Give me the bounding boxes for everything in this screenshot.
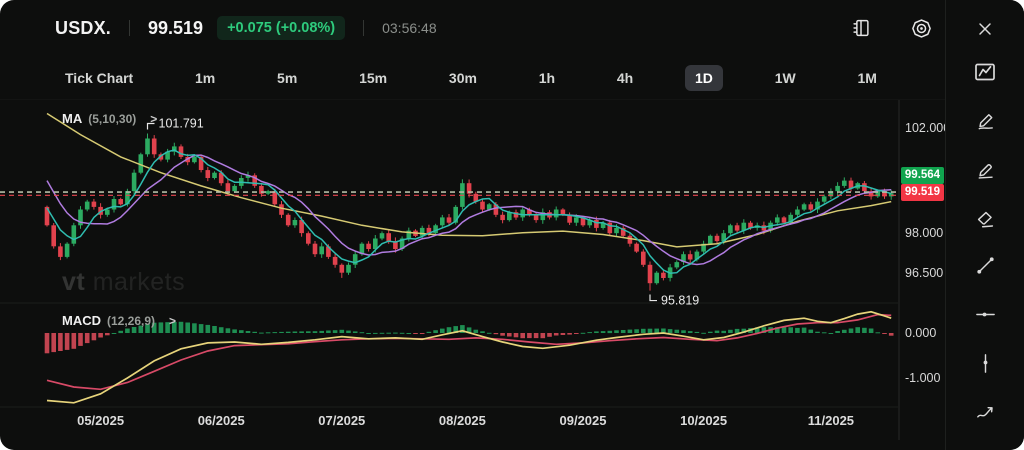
time-axis-label: 09/2025: [559, 413, 607, 428]
macd-axis-label: 0.000: [905, 326, 937, 340]
timeframe-tabs: Tick Chart 1m 5m 15m 30m 1h 4h 1D 1W 1M: [0, 56, 945, 100]
chart-area: 101.791 95.819 MA (5,10,30) > vt markets …: [0, 100, 950, 440]
bid-price-badge: 99.519: [901, 184, 944, 201]
ma5-line: [46, 149, 892, 274]
ma-lines: [46, 112, 892, 274]
ma-indicator-label[interactable]: MA (5,10,30) >: [62, 111, 157, 126]
candlestick-plot[interactable]: 101.791 95.819: [0, 100, 945, 440]
macd-lines: [46, 310, 892, 404]
timeframe-tab-1d[interactable]: 1D: [685, 64, 723, 91]
time-axis-label: 07/2025: [318, 413, 366, 428]
timeframe-tab-tick-chart[interactable]: Tick Chart: [65, 69, 134, 86]
vertical-line-icon[interactable]: [972, 352, 998, 375]
timeframe-tab-4h[interactable]: 4h: [616, 69, 634, 86]
ma-indicator-params: (5,10,30): [88, 111, 137, 126]
watermark-logo-text: vt: [62, 268, 86, 296]
ma10-line: [46, 154, 892, 266]
pencil-icon[interactable]: [972, 109, 998, 132]
timeframe-tab-1m[interactable]: 1m: [195, 69, 216, 86]
settings-gear-icon[interactable]: [909, 16, 933, 40]
drawing-toolbar: [945, 0, 1024, 450]
annotation-label: 101.791: [159, 116, 204, 130]
macd-indicator-params: (12,26,9): [107, 313, 156, 328]
time-axis-label: 08/2025: [438, 413, 486, 428]
close-icon[interactable]: [972, 19, 998, 39]
broker-watermark: vt markets: [62, 268, 185, 297]
time-axis-label: 05/2025: [77, 413, 125, 428]
macd-indicator-name: MACD: [62, 313, 101, 328]
price-axis-label: 98.000: [905, 226, 944, 241]
chevron-right-icon[interactable]: >: [169, 313, 177, 328]
timeframe-tab-1w[interactable]: 1W: [774, 69, 796, 86]
price-annotations: 101.791 95.819: [146, 116, 699, 308]
pen-icon[interactable]: [972, 158, 998, 181]
timeframe-tab-30m[interactable]: 30m: [448, 69, 477, 86]
header-divider: [129, 20, 131, 36]
price-axis-label: 102.000: [905, 121, 951, 135]
journal-icon[interactable]: [849, 16, 873, 40]
macd-histogram: [44, 321, 894, 354]
server-time: 03:56:48: [382, 20, 437, 36]
time-axis-label: 06/2025: [197, 413, 245, 428]
chevron-right-icon[interactable]: >: [150, 111, 158, 126]
timeframe-tab-15m[interactable]: 15m: [359, 69, 388, 86]
macd-axis-label: -1.000: [905, 371, 941, 385]
macd-main-line: [46, 310, 892, 404]
time-axis-label: 10/2025: [680, 413, 728, 428]
macd-indicator-label[interactable]: MACD (12,26,9) >: [62, 313, 176, 328]
annotation-label: 95.819: [661, 294, 699, 308]
trend-arrow-icon[interactable]: [972, 401, 998, 424]
timeframe-tab-1m[interactable]: 1M: [857, 69, 877, 86]
macd-signal-line: [46, 313, 892, 391]
symbol-name: USDX.: [55, 17, 112, 38]
ask-price-badge: 99.564: [901, 167, 944, 184]
last-price: 99.519: [148, 17, 204, 38]
price-change-badge: +0.075 (+0.08%): [217, 16, 346, 40]
watermark-text: markets: [92, 268, 186, 296]
timeframe-tab-5m[interactable]: 5m: [277, 69, 298, 86]
time-axis-label: 11/2025: [807, 413, 855, 428]
timeframe-tab-1h[interactable]: 1h: [538, 69, 556, 86]
trend-line-icon[interactable]: [972, 254, 998, 277]
eraser-icon[interactable]: [972, 207, 998, 230]
header-divider: [363, 20, 365, 36]
line-chart-icon[interactable]: [972, 60, 998, 84]
ma-indicator-name: MA: [62, 111, 83, 126]
horizontal-line-icon[interactable]: [972, 303, 998, 326]
header: USDX. 99.519 +0.075 (+0.08%) 03:56:48: [0, 0, 945, 56]
price-axis-label: 96.500: [905, 265, 944, 280]
